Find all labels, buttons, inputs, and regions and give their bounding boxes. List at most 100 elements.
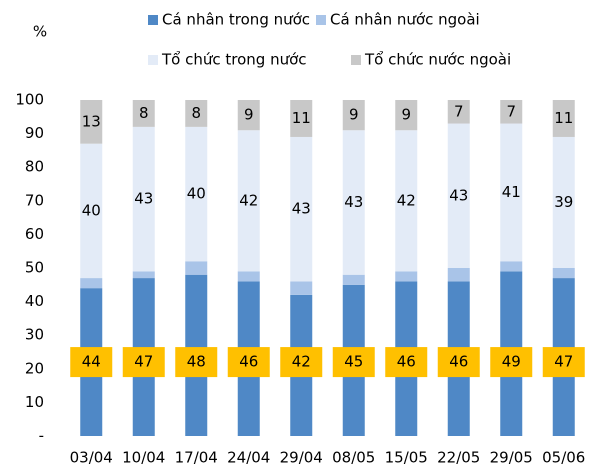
x-tick-label: 22/05	[437, 449, 480, 465]
bar-segment	[395, 271, 418, 282]
data-label: 43	[134, 190, 153, 208]
bar-segment	[237, 100, 260, 131]
y-tick-label: -	[39, 427, 44, 445]
y-tick-label: 90	[25, 124, 44, 142]
legend-label: Tổ chức nước ngoài	[364, 51, 511, 69]
label-box	[542, 347, 585, 378]
data-label: 43	[449, 186, 468, 204]
label-box	[122, 347, 165, 378]
bar-segment	[290, 100, 313, 137]
data-label: 42	[397, 191, 416, 209]
y-tick-label: 40	[25, 292, 44, 310]
x-tick-label: 15/05	[385, 449, 428, 465]
data-label: 41	[502, 183, 521, 201]
y-tick-label: 60	[25, 225, 44, 243]
bar-segment	[132, 100, 155, 127]
data-label: 40	[82, 201, 101, 219]
y-tick-label: 100	[15, 91, 44, 109]
data-label: 9	[401, 106, 411, 124]
bar-segment	[552, 100, 575, 137]
y-tick-label: 30	[25, 326, 44, 344]
data-label: 8	[139, 104, 149, 122]
bar-segment	[552, 136, 575, 268]
data-label: 42	[239, 191, 258, 209]
bar-segment	[185, 100, 208, 127]
bar-segment	[132, 126, 155, 272]
unit-label: %	[33, 23, 47, 41]
label-box	[280, 347, 323, 378]
bar-segment	[80, 100, 103, 144]
data-label: 45	[344, 353, 363, 371]
x-tick-label: 08/05	[332, 449, 375, 465]
data-label: 13	[82, 112, 101, 130]
label-box	[437, 347, 480, 378]
y-tick-label: 50	[25, 259, 44, 277]
legend-swatch	[316, 15, 326, 25]
data-label: 46	[397, 353, 416, 371]
bar-segment	[80, 143, 103, 279]
data-label: 9	[244, 106, 254, 124]
label-box	[70, 347, 113, 378]
bar-segment	[237, 130, 260, 272]
x-tick-label: 24/04	[227, 449, 270, 465]
legend-label: Cá nhân nước ngoài	[330, 11, 480, 29]
legend-swatch	[351, 55, 361, 65]
bar-segment	[500, 261, 523, 272]
data-label: 39	[554, 193, 573, 211]
bar-segment	[500, 123, 523, 262]
bar-segment	[342, 100, 365, 131]
bar-segment	[395, 100, 418, 131]
bar-segment	[342, 274, 365, 285]
data-label: 7	[506, 102, 516, 120]
label-box	[175, 347, 218, 378]
label-box	[490, 347, 533, 378]
bar-segment	[237, 271, 260, 282]
data-label: 43	[292, 200, 311, 218]
label-box	[227, 347, 270, 378]
x-tick-label: 29/04	[280, 449, 323, 465]
data-label: 7	[454, 102, 464, 120]
data-label: 40	[187, 185, 206, 203]
bar-segment	[132, 271, 155, 279]
data-label: 48	[187, 353, 206, 371]
data-label: 9	[349, 106, 359, 124]
bar-segment	[447, 123, 470, 269]
label-box	[385, 347, 428, 378]
bar-segment	[342, 130, 365, 275]
data-label: 8	[191, 104, 201, 122]
data-label: 46	[449, 353, 468, 371]
data-label: 47	[554, 353, 573, 371]
data-label: 11	[554, 109, 573, 127]
x-tick-label: 05/06	[542, 449, 585, 465]
data-label: 44	[82, 353, 101, 371]
label-box	[332, 347, 375, 378]
bar-segment	[447, 268, 470, 282]
data-label: 46	[239, 353, 258, 371]
bar-segment	[80, 278, 103, 289]
bar-segment	[552, 268, 575, 279]
bar-segment	[185, 126, 208, 262]
bar-segment	[500, 100, 523, 124]
bar-segment	[185, 261, 208, 275]
legend-label: Cá nhân trong nước	[162, 11, 310, 29]
legend-swatch	[148, 55, 158, 65]
data-label: 11	[292, 109, 311, 127]
legend-swatch	[148, 15, 158, 25]
y-tick-label: 70	[25, 191, 44, 209]
x-tick-label: 29/05	[490, 449, 533, 465]
bar-segment	[290, 281, 313, 295]
legend-label: Tổ chức trong nước	[161, 51, 307, 69]
y-tick-label: 20	[25, 359, 44, 377]
bar-segment	[395, 130, 418, 272]
bar-segment	[290, 136, 313, 282]
y-tick-label: 80	[25, 158, 44, 176]
data-label: 43	[344, 193, 363, 211]
x-tick-label: 17/04	[175, 449, 218, 465]
data-label: 49	[502, 353, 521, 371]
data-label: 47	[134, 353, 153, 371]
bar-segment	[447, 100, 470, 124]
y-tick-label: 10	[25, 393, 44, 411]
x-tick-label: 03/04	[70, 449, 113, 465]
x-tick-label: 10/04	[122, 449, 165, 465]
